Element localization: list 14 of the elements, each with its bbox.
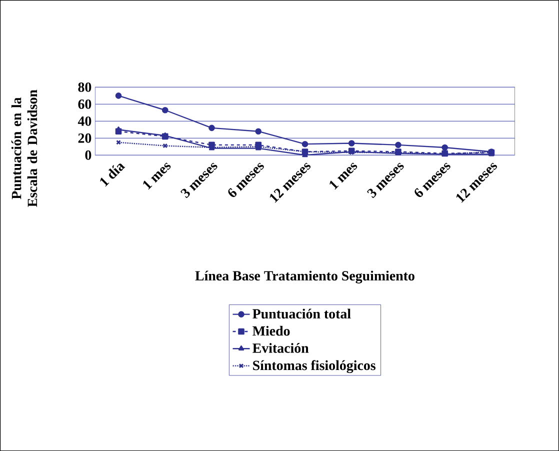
y-tick-label: 40 xyxy=(78,116,92,126)
y-tick-label: 80 xyxy=(78,82,92,92)
x-tick-label: 1 mes xyxy=(330,162,358,190)
legend-label: Puntuación total xyxy=(252,308,351,319)
y-tick-label: 0 xyxy=(85,150,92,160)
legend-label: Miedo xyxy=(252,326,290,336)
legend-label: Evitación xyxy=(252,342,309,353)
y-tick-label: 60 xyxy=(78,99,92,109)
y-tick-label: 20 xyxy=(78,133,92,143)
x-tick-label: 1 día xyxy=(100,164,126,187)
x-tick-label: 1 mes xyxy=(143,162,171,190)
y-axis-title: Puntuación en la Escala de Davidson xyxy=(11,90,38,207)
x-axis-title: Línea Base Tratamiento Seguimiento xyxy=(195,270,414,284)
legend-label: Síntomas fisiológicos xyxy=(253,360,376,374)
